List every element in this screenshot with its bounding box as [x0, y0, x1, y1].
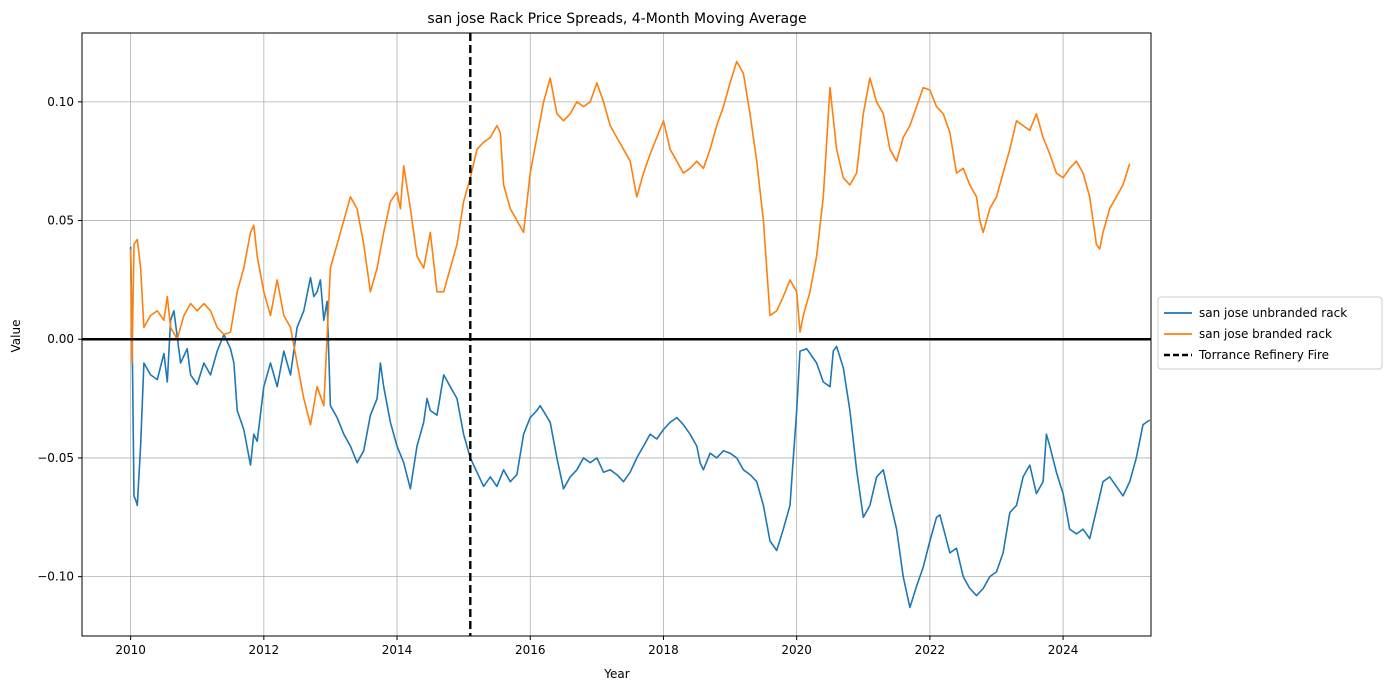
series-line-1	[129, 60, 1131, 426]
series-line-0	[129, 246, 1151, 609]
legend-label-1: san jose branded rack	[1199, 327, 1332, 341]
y-tick-label: 0.00	[47, 332, 74, 346]
legend: san jose unbranded rack san jose branded …	[1157, 296, 1383, 370]
x-tick-label: 2018	[648, 643, 679, 657]
x-axis-label: Year	[603, 667, 629, 681]
y-tick-label: 0.10	[47, 95, 74, 109]
plot-area	[81, 32, 1152, 637]
plot-frame	[81, 32, 1152, 637]
x-tick-label: 2014	[382, 643, 413, 657]
y-tick-label: −0.05	[37, 451, 74, 465]
x-tick-label: 2012	[249, 643, 280, 657]
x-tick-label: 2024	[1048, 643, 1079, 657]
y-axis: −0.10 −0.05 0.00 0.05 0.10	[37, 95, 82, 584]
legend-label-0: san jose unbranded rack	[1199, 306, 1347, 320]
x-axis: 2010 2012 2014 2016 2018 2020 2022 2024	[115, 636, 1078, 657]
x-tick-label: 2016	[515, 643, 546, 657]
chart-title: san jose Rack Price Spreads, 4-Month Mov…	[427, 11, 806, 27]
grid	[82, 33, 1151, 636]
x-tick-label: 2022	[915, 643, 946, 657]
y-axis-label: Value	[9, 320, 23, 353]
legend-label-2: Torrance Refinery Fire	[1198, 348, 1329, 362]
x-tick-label: 2020	[781, 643, 812, 657]
legend-box	[1157, 296, 1383, 370]
x-tick-label: 2010	[115, 643, 146, 657]
y-tick-label: 0.05	[47, 214, 74, 228]
y-tick-label: −0.10	[37, 570, 74, 584]
